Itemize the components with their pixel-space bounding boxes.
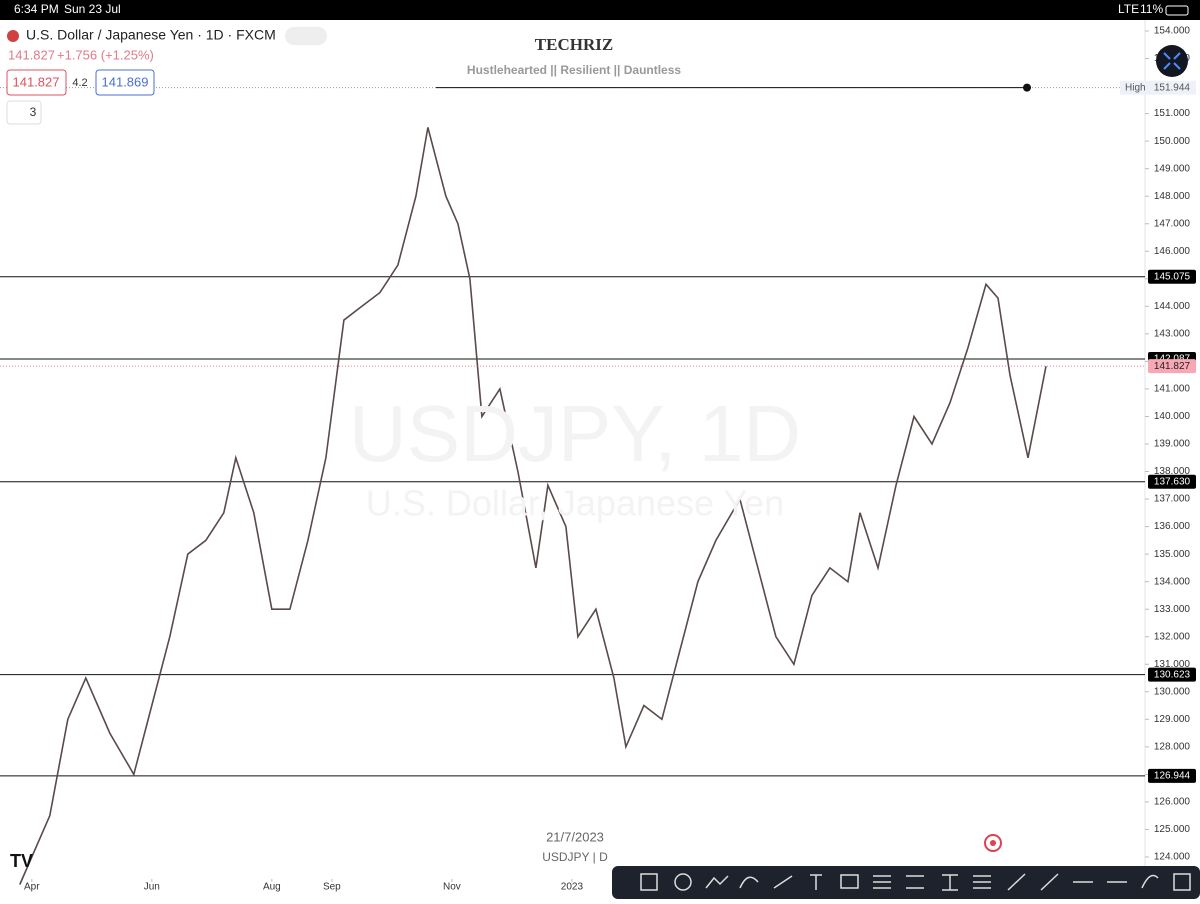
tool-brush[interactable] bbox=[1007, 873, 1026, 891]
sell-button[interactable] bbox=[6, 69, 67, 96]
y-tick-label: 147.000 bbox=[1154, 218, 1191, 229]
y-tick-label: 146.000 bbox=[1154, 246, 1191, 257]
high-value: 151.944 bbox=[1154, 82, 1191, 93]
level-label: 126.944 bbox=[1154, 771, 1191, 782]
footer-label: USDJPY | D bbox=[542, 850, 608, 864]
y-tick-label: 140.000 bbox=[1154, 411, 1191, 422]
x-tick-label: Jun bbox=[144, 882, 160, 893]
y-tick-label: 124.000 bbox=[1154, 852, 1191, 863]
level-label: 145.075 bbox=[1154, 271, 1191, 282]
y-tick-label: 129.000 bbox=[1154, 714, 1191, 725]
y-tick-label: 137.000 bbox=[1154, 494, 1191, 505]
battery-icon bbox=[1165, 5, 1189, 16]
status-bar bbox=[0, 0, 1200, 20]
bid[interactable]: 141.827 bbox=[13, 74, 60, 89]
tool-measure[interactable] bbox=[942, 874, 958, 891]
symbol: U.S. Dollar / Japanese Yen · 1D · FXCM bbox=[26, 27, 276, 43]
y-tick-label: 138.000 bbox=[1154, 466, 1191, 477]
y-tick-label: 125.000 bbox=[1154, 824, 1191, 835]
layers[interactable]: 3 bbox=[30, 105, 37, 119]
ask[interactable]: 141.869 bbox=[102, 74, 149, 89]
record-dot bbox=[990, 840, 996, 846]
status-time: 6:34 PM bbox=[14, 2, 59, 16]
flag-icon bbox=[7, 30, 19, 42]
level-badge bbox=[1148, 269, 1196, 284]
tool-range[interactable] bbox=[906, 875, 924, 889]
tool-circle[interactable] bbox=[674, 873, 692, 891]
x-tick-label: Aug bbox=[263, 882, 281, 893]
status-battery: 11% bbox=[1140, 2, 1163, 16]
level-badge bbox=[1148, 474, 1196, 489]
status-date: Sun 23 Jul bbox=[64, 2, 121, 16]
status-network: LTE bbox=[1118, 2, 1139, 16]
tool-line[interactable] bbox=[773, 875, 793, 889]
last-label: 141.827 bbox=[1154, 361, 1191, 372]
high-badge bbox=[1120, 80, 1196, 95]
tv-logo: TV bbox=[10, 851, 33, 871]
tool-fib[interactable] bbox=[873, 875, 891, 889]
y-tick-label: 128.000 bbox=[1154, 741, 1191, 752]
y-tick-label: 143.000 bbox=[1154, 329, 1191, 340]
tool-curve[interactable] bbox=[739, 876, 759, 889]
brand: TECHRIZ bbox=[535, 35, 613, 54]
y-tick-label: 150.000 bbox=[1154, 136, 1191, 147]
fullscreen-button[interactable] bbox=[1156, 45, 1188, 77]
y-tick-label: 141.000 bbox=[1154, 384, 1191, 395]
y-tick-label: 154.000 bbox=[1154, 26, 1191, 37]
y-tick-label: 126.000 bbox=[1154, 797, 1191, 808]
price-line bbox=[19, 127, 1047, 885]
level-badge bbox=[1148, 667, 1196, 682]
high-dot bbox=[1023, 83, 1031, 92]
y-tick-label: 144.000 bbox=[1154, 301, 1191, 312]
fullscreen-icon bbox=[1163, 52, 1181, 70]
y-tick-label: 148.000 bbox=[1154, 191, 1191, 202]
y-tick-label: 149.000 bbox=[1154, 163, 1191, 174]
tool-arc[interactable] bbox=[1141, 874, 1159, 889]
toggle[interactable] bbox=[285, 27, 327, 45]
spread: 4.2 bbox=[72, 77, 87, 89]
level-badge bbox=[1148, 768, 1196, 783]
date-label: 21/7/2023 bbox=[546, 829, 604, 844]
y-tick-label: 134.000 bbox=[1154, 576, 1191, 587]
layers-button[interactable] bbox=[6, 100, 42, 125]
y-tick-label: 135.000 bbox=[1154, 549, 1191, 560]
x-tick-label: 2023 bbox=[561, 882, 584, 893]
toolbar-icons bbox=[640, 873, 1191, 891]
level-label: 142.087 bbox=[1154, 354, 1191, 365]
y-tick-label: 151.000 bbox=[1154, 108, 1191, 119]
tool-lines[interactable] bbox=[973, 875, 991, 889]
tool-ray[interactable] bbox=[1040, 873, 1059, 891]
tool-note[interactable] bbox=[840, 874, 859, 889]
watermark-sub: U.S. Dollar, Japanese Yen bbox=[366, 483, 784, 524]
drawing-toolbar bbox=[612, 866, 1200, 899]
plot: 124.000125.000126.000127.000128.000129.0… bbox=[0, 20, 1196, 893]
y-tick-label: 133.000 bbox=[1154, 604, 1191, 615]
quote: 141.827 bbox=[8, 47, 55, 62]
y-tick-label: 136.000 bbox=[1154, 521, 1191, 532]
level-label: 130.623 bbox=[1154, 669, 1191, 680]
tool-grid[interactable] bbox=[1173, 873, 1191, 891]
change: +1.756 (+1.25%) bbox=[57, 47, 154, 62]
x-tick-label: Apr bbox=[24, 882, 40, 893]
level-label: 137.630 bbox=[1154, 476, 1191, 487]
high-label: High bbox=[1125, 82, 1146, 93]
buy-button[interactable] bbox=[95, 69, 155, 96]
x-tick-label: Sep bbox=[323, 882, 341, 893]
tool-path[interactable] bbox=[705, 875, 729, 889]
last-badge bbox=[1148, 359, 1196, 374]
motto: Hustlehearted || Resilient || Dauntless bbox=[467, 63, 681, 77]
record-icon[interactable] bbox=[984, 834, 1002, 852]
y-tick-label: 130.000 bbox=[1154, 686, 1191, 697]
y-tick-label: 131.000 bbox=[1154, 659, 1191, 670]
tool-rect[interactable] bbox=[640, 873, 658, 891]
tool-text[interactable] bbox=[810, 874, 822, 890]
x-tick-label: Nov bbox=[443, 882, 461, 893]
watermark: USDJPY, 1D bbox=[349, 389, 801, 478]
y-tick-label: 132.000 bbox=[1154, 631, 1191, 642]
y-tick-label: 139.000 bbox=[1154, 439, 1191, 450]
